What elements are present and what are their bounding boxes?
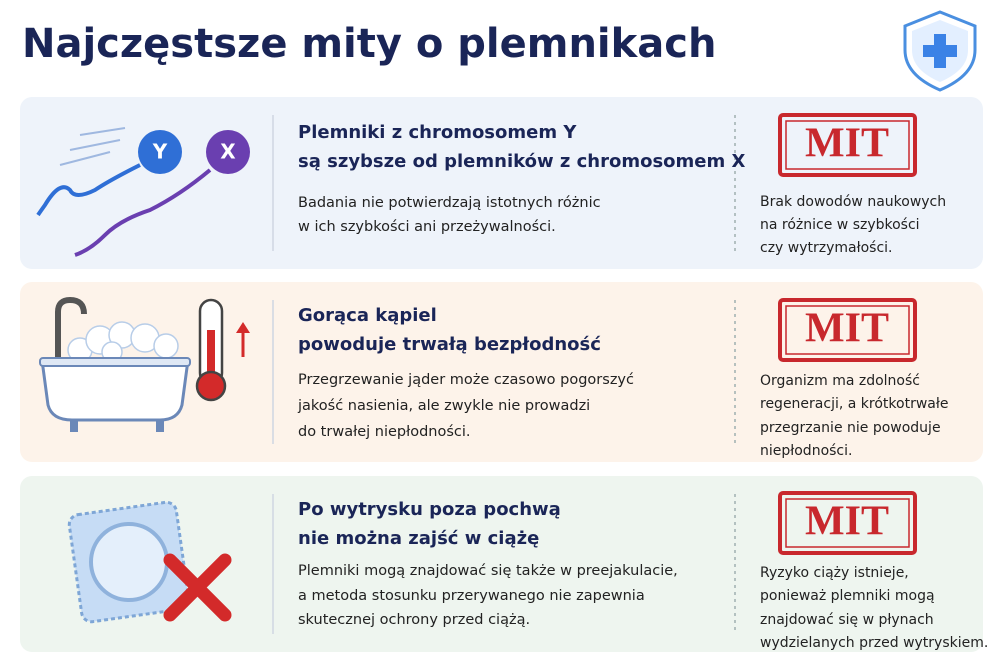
verdict: na różnice w szybkości xyxy=(760,217,920,233)
verdict: niepłodności. xyxy=(760,443,852,459)
verdict: Ryzyko ciąży istnieje, xyxy=(760,565,909,581)
myth-heading: Po wytrysku poza pochwą xyxy=(298,499,561,520)
myth-body: Przegrzewanie jąder może czasowo pogorsz… xyxy=(298,372,634,388)
icon-label: X xyxy=(220,140,236,164)
stamp: MIT xyxy=(805,121,889,167)
sperm-icons: Y X xyxy=(36,127,250,257)
stamp-frame xyxy=(778,298,917,362)
stamp-frame-inner xyxy=(785,305,910,355)
card xyxy=(20,282,983,462)
myth-heading: Gorąca kąpiel xyxy=(298,305,437,326)
icon-label: Y xyxy=(152,140,168,164)
myth-body: Plemniki mogą znajdować się także w pree… xyxy=(298,563,678,579)
stamp-frame-inner xyxy=(785,498,910,548)
bath-icon xyxy=(39,296,250,432)
verdict: Organizm ma zdolność xyxy=(760,373,920,389)
title: Najczęstsze mity o plemnikach xyxy=(22,21,716,67)
verdict: znajdować się w płynach xyxy=(760,612,934,628)
stamp-frame-inner xyxy=(785,120,910,170)
myth-heading: są szybsze od plemników z chromosomem X xyxy=(298,151,746,172)
verdict: Brak dowodów naukowych xyxy=(760,194,946,210)
verdict: czy wytrzymałości. xyxy=(760,240,893,256)
verdict: przegrzanie nie powoduje xyxy=(760,420,941,436)
stamp: MIT xyxy=(805,499,889,545)
verdict: wydzielanych przed wytryskiem. xyxy=(760,635,988,651)
verdict: ponieważ plemniki mogą xyxy=(760,588,935,604)
myth-body: skutecznej ochrony przed ciążą. xyxy=(298,612,530,628)
myth-body: a metoda stosunku przerywanego nie zapew… xyxy=(298,588,645,604)
stamp-frame xyxy=(778,113,917,177)
condom-icon xyxy=(67,500,232,624)
myth-heading: nie można zajść w ciążę xyxy=(298,528,539,549)
card xyxy=(20,97,983,269)
myth-body: Badania nie potwierdzają istotnych różni… xyxy=(298,195,601,211)
myth-body: do trwałej niepłodności. xyxy=(298,424,471,440)
myth-heading: powoduje trwałą bezpłodność xyxy=(298,334,601,355)
verdict: regeneracji, a krótkotrwałe xyxy=(760,396,948,412)
stamp: MIT xyxy=(805,306,889,352)
shield-icon xyxy=(903,10,977,92)
myth-heading: Plemniki z chromosomem Y xyxy=(298,122,577,143)
stamp-frame xyxy=(778,491,917,555)
card xyxy=(20,476,983,652)
myth-body: w ich szybkości ani przeżywalności. xyxy=(298,219,556,235)
myth-body: jakość nasienia, ale zwykle nie prowadzi xyxy=(297,398,590,414)
